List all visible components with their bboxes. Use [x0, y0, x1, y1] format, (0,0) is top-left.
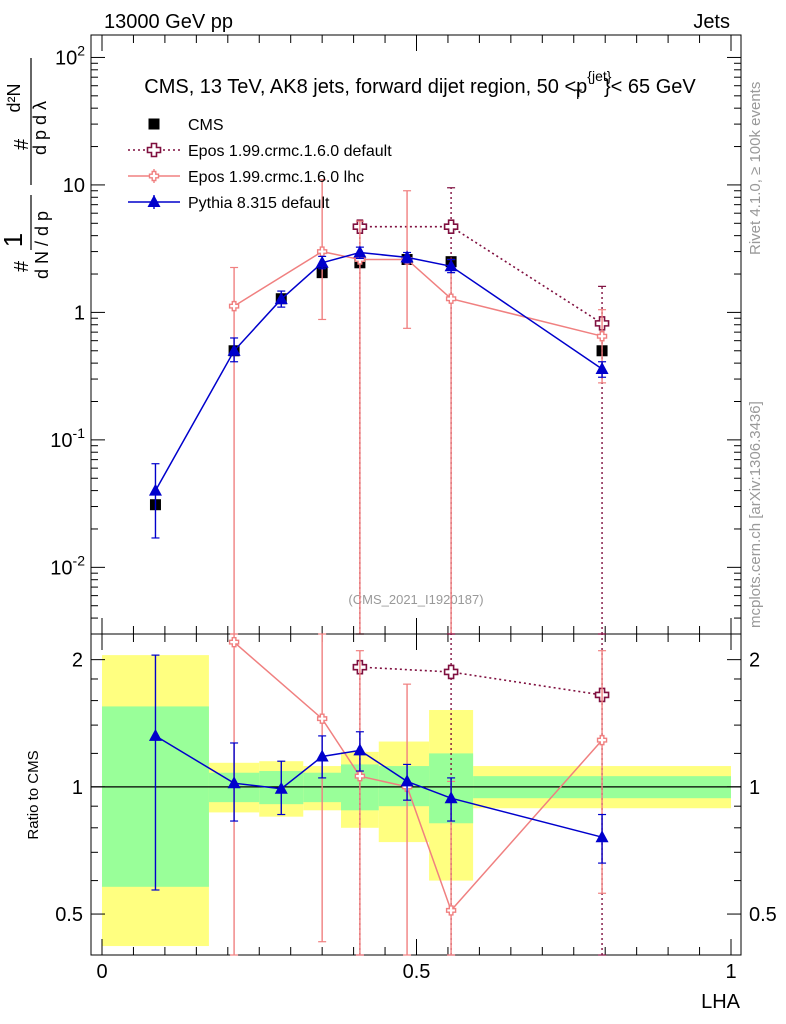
ratio-tick-label-right: 2: [749, 650, 760, 672]
epos-1-99-crmc-1-6-0-lhc-line-ratio: [233, 641, 603, 912]
x-tick-label: 1: [725, 961, 736, 983]
y-tick-label: 10: [63, 175, 85, 197]
pythia-8-315-default-line: [154, 251, 603, 491]
pythia-8-315-default-point: [148, 483, 162, 496]
ratio-y-axis-label: Ratio to CMS: [25, 750, 42, 839]
main-y-axis-label: # 1 d N / d p # d²N d p d λ: [0, 58, 52, 279]
svg-text:d²N: d²N: [4, 83, 24, 112]
y-tick-label: 10-1: [50, 425, 85, 452]
pythia-8-315-default-point: [227, 343, 241, 356]
legend-marker: [148, 170, 160, 182]
pythia-8-315-default-point-ratio: [315, 749, 329, 762]
ratio-tick-label-left: 0.5: [55, 904, 83, 926]
pythia-8-315-default-point: [444, 259, 458, 272]
epos-1-99-crmc-1-6-0-lhc-point: [445, 293, 457, 304]
ratio-tick-label-left: 1: [72, 777, 83, 799]
pythia-8-315-default-point: [400, 250, 414, 263]
epos-1-99-crmc-1-6-0-lhc-point: [596, 331, 608, 342]
pythia-8-315-default-point-ratio: [400, 774, 414, 787]
legend-marker: [147, 195, 161, 207]
energy-label: 13000 GeV pp: [104, 11, 233, 33]
pythia-8-315-default-point-ratio: [444, 791, 458, 804]
x-tick-label: 0.5: [403, 961, 431, 983]
rivet-version-label: Rivet 4.1.0, ≥ 100k events: [747, 82, 764, 255]
pythia-8-315-default-point-ratio: [353, 743, 367, 756]
pythia-8-315-default-point-ratio: [148, 728, 162, 741]
epos-1-99-crmc-1-6-0-default-line-ratio: [359, 666, 603, 696]
y-tick-label: 10-2: [50, 552, 85, 579]
mcplots-url-label: mcplots.cern.ch [arXiv:1306.3436]: [747, 401, 764, 628]
pythia-8-315-default-point: [315, 255, 329, 268]
pythia-8-315-default-line-ratio: [155, 735, 603, 838]
ratio-tick-label-left: 2: [72, 650, 83, 672]
epos-1-99-crmc-1-6-0-lhc-point-ratio: [596, 734, 608, 746]
legend-label: CMS: [188, 117, 224, 134]
epos-1-99-crmc-1-6-0-lhc-point-ratio: [354, 770, 366, 782]
svg-text:#: #: [11, 260, 33, 272]
pythia-8-315-default-point-ratio: [595, 830, 609, 843]
legend-label: Pythia 8.315 default: [188, 195, 330, 212]
legend-marker: [148, 118, 160, 130]
epos-1-99-crmc-1-6-0-lhc-point-ratio: [445, 905, 457, 916]
epos-1-99-crmc-1-6-0-lhc-line: [233, 250, 603, 337]
epos-1-99-crmc-1-6-0-default-point: [443, 219, 459, 235]
ratio-tick-label-right: 0.5: [749, 904, 777, 926]
legend-label: Epos 1.99.crmc.1.6.0 default: [188, 143, 392, 160]
legend: CMS Epos 1.99.crmc.1.6.0 default Epos 1.99…: [128, 117, 392, 212]
ratio-tick-label-right: 1: [749, 777, 760, 799]
y-tick-label: 102: [55, 42, 85, 69]
jets-label: Jets: [693, 11, 730, 33]
svg-text:d p d λ: d p d λ: [30, 101, 50, 155]
chart-title: CMS, 13 TeV, AK8 jets, forward dijet reg…: [144, 68, 696, 102]
epos-1-99-crmc-1-6-0-default-line: [359, 225, 603, 325]
pythia-8-315-default-point-ratio: [274, 781, 288, 794]
svg-text:d N / d p: d N / d p: [32, 211, 52, 279]
epos-1-99-crmc-1-6-0-lhc-point: [228, 300, 240, 312]
epos-1-99-crmc-1-6-0-lhc-point: [354, 254, 366, 265]
main-panel: 10-2 10-1 1 10 102: [50, 34, 742, 635]
pythia-8-315-default-point-ratio: [227, 776, 241, 789]
x-axis-label: LHA: [701, 991, 741, 1013]
x-tick-label: 0: [96, 961, 107, 983]
epos-1-99-crmc-1-6-0-lhc-point-ratio: [316, 713, 328, 724]
pythia-8-315-default-point: [595, 361, 609, 374]
ratio-panel: 0 0.5 1 0.5 0.5 1 1 2 2: [55, 633, 777, 983]
analysis-id-label: (CMS_2021_I1920187): [348, 592, 483, 607]
svg-text:1: 1: [0, 233, 28, 247]
epos-1-99-crmc-1-6-0-lhc-point: [316, 246, 328, 257]
svg-text:#: #: [11, 138, 33, 150]
epos-1-99-crmc-1-6-0-lhc-point-ratio: [228, 636, 240, 648]
pythia-8-315-default-point: [353, 245, 367, 258]
pythia-8-315-default-point: [274, 292, 288, 305]
legend-label: Epos 1.99.crmc.1.6.0 lhc: [188, 169, 364, 186]
epos-1-99-crmc-1-6-0-default-point-ratio: [443, 664, 459, 680]
y-tick-label: 1: [74, 302, 85, 324]
legend-marker: [146, 142, 162, 158]
